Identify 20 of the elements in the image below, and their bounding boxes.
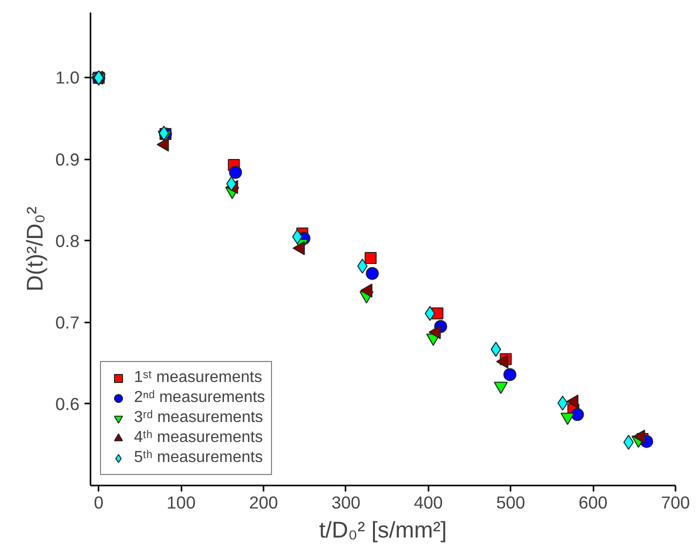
legend-label: 3ʳᵈ measurements	[134, 409, 264, 427]
x-axis-title: t/D₀² [s/mm²]	[319, 516, 447, 542]
y-axis-title: D(t)²/D₀²	[21, 206, 48, 292]
y-tick-label: 0.9	[55, 149, 80, 170]
x-tick-label: 100	[166, 492, 196, 512]
legend-label: 4ᵗʰ measurements	[134, 429, 263, 447]
x-tick-label: 200	[249, 492, 278, 512]
legend-label: 2ⁿᵈ measurements	[134, 389, 266, 407]
y-tick-label: 0.6	[55, 394, 80, 414]
x-tick-label: 0	[94, 492, 104, 512]
x-tick-label: 700	[661, 492, 690, 512]
x-tick-label: 300	[331, 492, 360, 512]
legend-label: 5ᵗʰ measurements	[134, 449, 263, 467]
y-tick-label: 0.7	[55, 312, 80, 332]
x-tick-label: 400	[414, 492, 443, 512]
y-tick-label: 1.0	[55, 68, 80, 88]
x-tick-label: 500	[496, 492, 526, 512]
x-tick-label: 600	[578, 492, 608, 512]
legend-label: 1ˢᵗ measurements	[134, 369, 262, 387]
y-tick-label: 0.8	[55, 230, 80, 251]
